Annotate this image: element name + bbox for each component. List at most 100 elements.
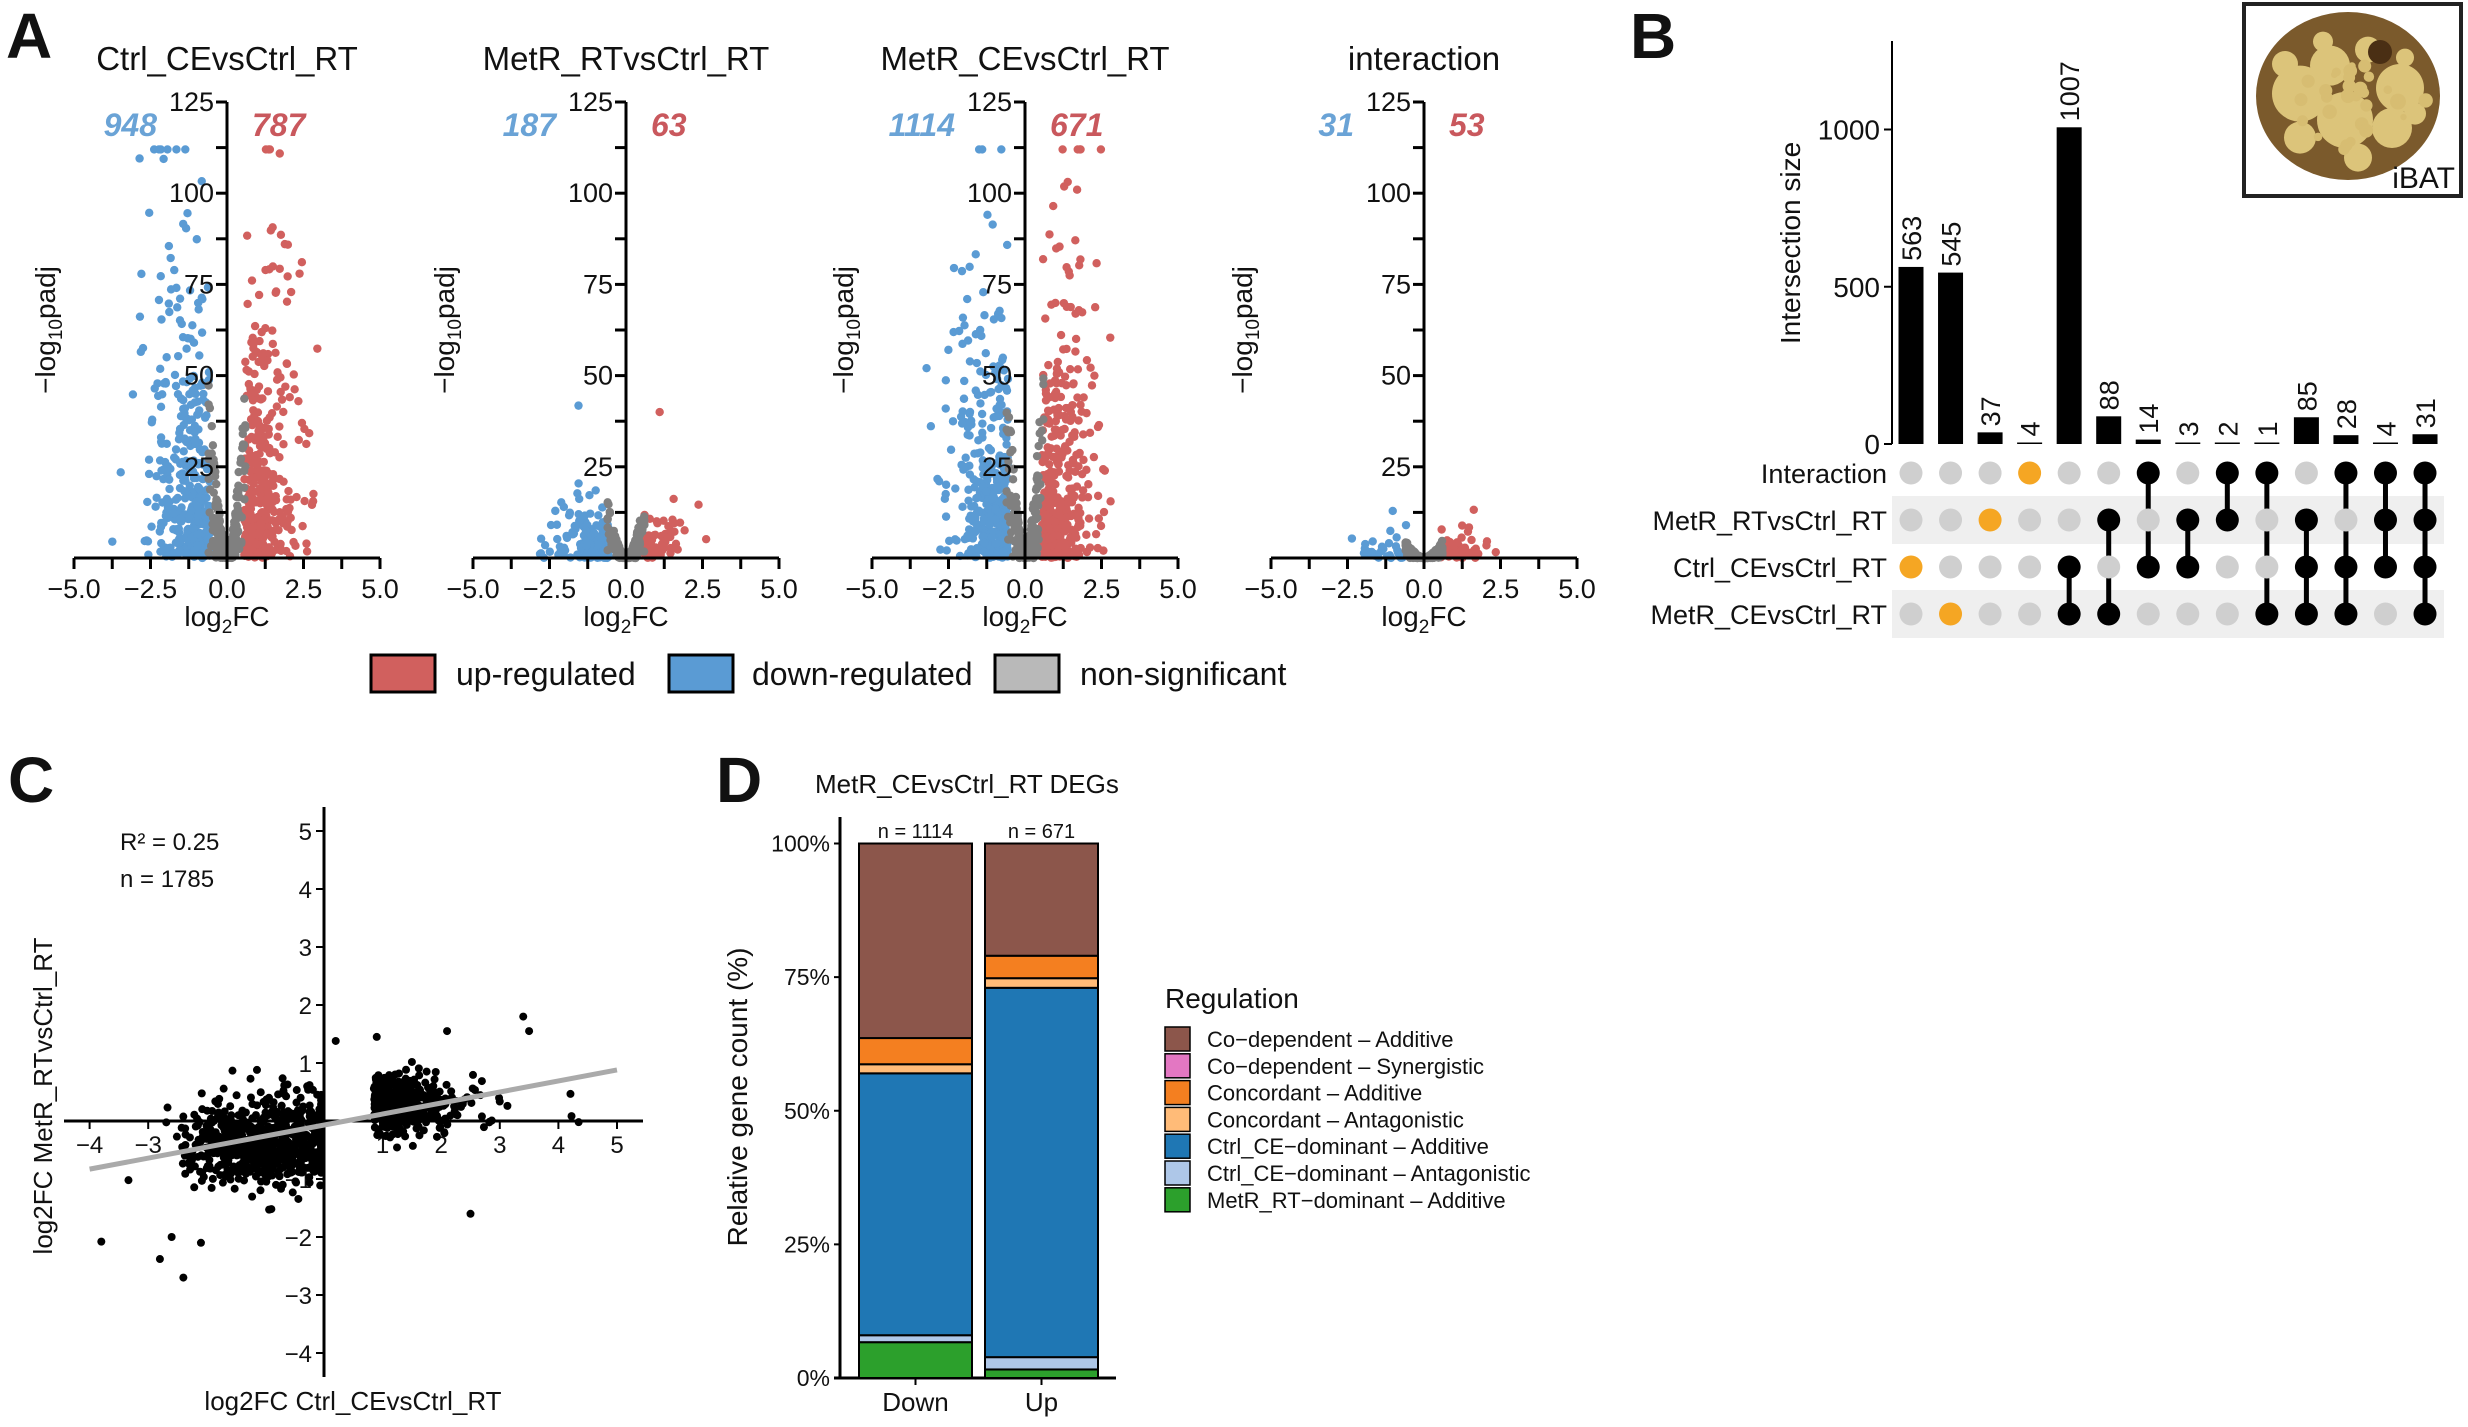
up-regulated-point <box>1050 550 1060 559</box>
down-regulated-point <box>1401 520 1411 530</box>
data-point <box>432 1132 441 1141</box>
up-regulated-point <box>261 145 271 154</box>
panel-d-stacked-bar-chart: MetR_CEvsCtrl_RT DEGs0%25%50%75%100%Rela… <box>722 769 1530 1417</box>
up-regulated-point <box>1090 371 1099 380</box>
non-significant-point <box>603 498 612 507</box>
up-regulated-point <box>1082 547 1092 557</box>
bar-value-label: 1007 <box>2055 61 2085 121</box>
up-regulated-point <box>1044 360 1053 370</box>
set-label: Ctrl_CEvsCtrl_RT <box>1673 553 1887 583</box>
bar-segment <box>984 954 1099 980</box>
data-point <box>185 1133 194 1142</box>
down-regulated-point <box>151 502 160 511</box>
non-significant-point <box>238 443 247 453</box>
non-significant-point <box>205 508 214 517</box>
up-regulated-point <box>262 416 272 426</box>
inactive-set-dot <box>2215 602 2239 626</box>
data-point <box>198 1127 207 1136</box>
down-regulated-point <box>582 541 591 550</box>
up-regulated-point <box>241 357 250 367</box>
lipid-droplet <box>2322 104 2337 120</box>
down-regulated-point <box>1368 537 1377 546</box>
inactive-set-dot <box>2373 602 2397 626</box>
label-part: FC <box>1030 601 1067 632</box>
inactive-set-dot <box>2018 555 2042 579</box>
up-regulated-point <box>1090 303 1100 312</box>
data-point <box>305 1101 314 1110</box>
bar-value-label: 1 <box>2253 421 2283 436</box>
data-point <box>274 1118 283 1127</box>
active-set-dot <box>2018 461 2042 485</box>
data-point <box>393 1098 402 1107</box>
up-regulated-point <box>264 488 273 497</box>
label-part: −log <box>30 340 61 394</box>
up-regulated-point <box>1457 533 1466 542</box>
non-significant-point <box>1006 535 1015 544</box>
down-regulated-point <box>998 353 1008 362</box>
data-point <box>205 1156 214 1165</box>
y-axis-label: Relative gene count (%) <box>722 948 753 1247</box>
lipid-droplet <box>2331 67 2341 77</box>
down-regulated-point <box>922 363 931 373</box>
down-regulated-point <box>950 535 960 544</box>
data-point <box>246 1093 255 1102</box>
up-regulated-point <box>255 394 264 403</box>
down-regulated-point <box>175 424 185 434</box>
data-point <box>390 1078 399 1087</box>
data-point <box>305 1081 314 1090</box>
up-regulated-point <box>1068 380 1078 389</box>
non-significant-point <box>638 525 647 534</box>
down-regulated-point <box>177 319 186 329</box>
down-regulated-point <box>176 412 186 421</box>
data-point <box>408 1141 417 1150</box>
up-regulated-point <box>1083 493 1093 502</box>
down-regulated-point <box>161 511 171 521</box>
down-regulated-point <box>171 381 181 391</box>
down-regulated-point <box>160 457 170 467</box>
up-regulated-point <box>1091 529 1101 539</box>
down-regulated-point <box>147 418 157 427</box>
down-regulated-point <box>545 547 555 556</box>
inactive-set-dot <box>2097 461 2121 485</box>
inactive-set-dot <box>1939 461 1963 485</box>
lipid-droplet <box>2360 99 2373 112</box>
data-point <box>402 1120 411 1129</box>
data-point <box>306 1141 315 1150</box>
up-regulated-point <box>1073 365 1083 374</box>
panel-label-a: A <box>6 0 52 72</box>
down-regulated-point <box>156 145 166 154</box>
data-point <box>197 1089 206 1098</box>
down-regulated-point <box>976 399 985 408</box>
data-point <box>450 1102 459 1111</box>
down-regulated-point <box>981 487 991 496</box>
data-point <box>163 1103 172 1112</box>
down-regulated-point <box>183 334 193 343</box>
intersection-bar <box>1938 272 1964 444</box>
up-regulated-point <box>1063 177 1072 187</box>
up-regulated-point <box>1055 242 1064 251</box>
down-regulated-point <box>558 548 567 557</box>
up-regulated-point <box>243 522 253 532</box>
up-regulated-point <box>1044 406 1054 416</box>
up-regulated-point <box>274 525 283 535</box>
x-tick-label: 0.0 <box>607 574 645 604</box>
up-regulated-point <box>262 466 271 475</box>
label-part: −log <box>1227 340 1258 394</box>
up-regulated-point <box>1072 450 1081 460</box>
bar-value-label: 31 <box>2411 398 2441 428</box>
legend-item: Concordant – Antagonistic <box>1164 1106 1464 1132</box>
down-regulated-point <box>1391 542 1401 551</box>
down-regulated-point <box>536 549 546 558</box>
y-axis-label: −log10padj <box>1227 266 1264 394</box>
down-regulated-point <box>964 525 974 534</box>
bar-value-label: 545 <box>1937 222 1967 267</box>
down-regulated-point <box>190 398 200 407</box>
down-regulated-point <box>944 345 953 355</box>
down-regulated-point <box>958 313 968 322</box>
up-regulated-point <box>276 387 285 397</box>
label-part: −log <box>828 340 859 394</box>
up-regulated-point <box>276 539 285 549</box>
y-tick-label: 100 <box>967 178 1012 208</box>
down-regulated-point <box>192 235 201 244</box>
active-set-dot <box>2373 508 2397 532</box>
